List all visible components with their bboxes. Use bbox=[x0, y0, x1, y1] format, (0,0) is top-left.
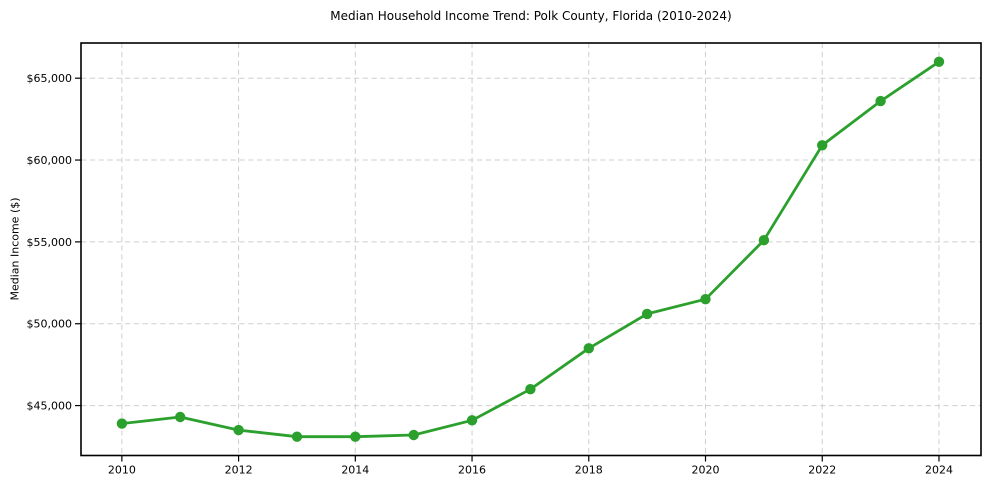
x-tick-label: 2024 bbox=[925, 464, 953, 477]
data-point-marker bbox=[758, 235, 770, 246]
data-point-marker bbox=[350, 431, 361, 442]
x-tick-label: 2016 bbox=[458, 464, 486, 477]
chart-title: Median Household Income Trend: Polk Coun… bbox=[330, 9, 732, 23]
x-tick-label: 2020 bbox=[692, 464, 720, 477]
data-point-marker bbox=[291, 431, 303, 442]
data-point-marker bbox=[933, 56, 945, 67]
y-tick-labels: $45,000 $50,000 $55,000 $60,000 $65,000 bbox=[27, 72, 73, 412]
x-tick-label: 2018 bbox=[575, 464, 603, 477]
data-point-marker bbox=[700, 294, 711, 305]
data-point-marker bbox=[116, 418, 128, 429]
income-trend-line bbox=[120, 60, 941, 439]
data-point-markers bbox=[116, 56, 945, 442]
data-point-marker bbox=[408, 429, 419, 441]
data-point-marker bbox=[233, 424, 244, 436]
x-tick-label: 2012 bbox=[225, 464, 253, 477]
data-point-marker bbox=[817, 140, 828, 151]
grid-lines bbox=[81, 43, 981, 456]
data-point-marker bbox=[525, 384, 536, 395]
data-point-marker bbox=[583, 343, 594, 354]
data-point-marker bbox=[641, 308, 653, 320]
y-tick-label: $60,000 bbox=[27, 154, 73, 167]
axis-ticks bbox=[75, 77, 940, 462]
y-tick-label: $65,000 bbox=[27, 72, 73, 85]
x-tick-label: 2022 bbox=[808, 464, 836, 477]
x-tick-label: 2010 bbox=[108, 464, 136, 477]
x-tick-labels: 2010 2012 2014 2016 2018 2020 2022 2024 bbox=[108, 464, 953, 477]
y-tick-label: $50,000 bbox=[27, 318, 73, 331]
plot-border bbox=[80, 42, 982, 457]
data-point-marker bbox=[175, 411, 186, 423]
data-point-marker bbox=[875, 95, 886, 107]
y-tick-label: $55,000 bbox=[27, 236, 73, 249]
x-tick-label: 2014 bbox=[341, 464, 369, 477]
data-point-marker bbox=[466, 415, 478, 426]
y-tick-label: $45,000 bbox=[27, 400, 73, 413]
